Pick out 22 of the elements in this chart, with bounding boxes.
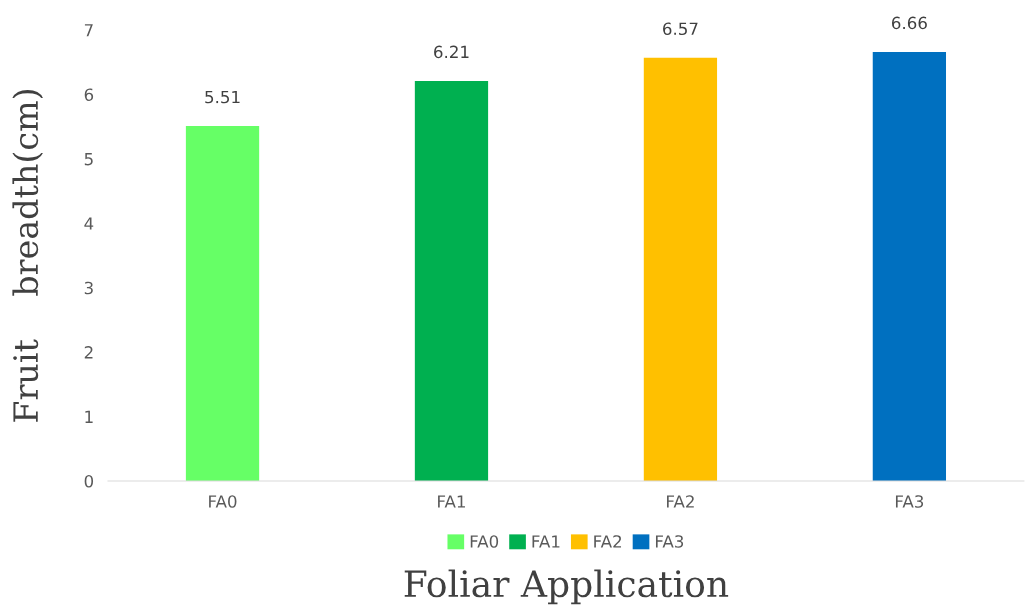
legend-label: FA1 xyxy=(532,535,560,548)
y-tick-label: 0 xyxy=(84,474,94,488)
data-label: 6.57 xyxy=(663,22,698,36)
x-axis-title: Foliar Application xyxy=(404,569,729,605)
x-tick-label: FA3 xyxy=(895,495,924,508)
data-label: 6.21 xyxy=(434,45,469,59)
legend-label: FA3 xyxy=(655,535,684,548)
y-tick-label: 2 xyxy=(84,346,93,359)
x-tick-label: FA2 xyxy=(667,495,694,508)
y-tick-label: 3 xyxy=(84,281,93,295)
x-tick-label: FA1 xyxy=(438,495,465,508)
legend-label: FA0 xyxy=(470,535,499,548)
x-tick-label: FA0 xyxy=(209,495,237,508)
y-axis-title: Fruit breadth(cm) xyxy=(12,89,43,422)
y-tick-label: 5 xyxy=(84,153,93,166)
y-tick-label: 1 xyxy=(85,410,93,423)
y-tick-label: 7 xyxy=(84,24,93,37)
y-tick-label: 6 xyxy=(84,88,94,101)
y-tick-label: 4 xyxy=(84,217,94,230)
data-label: 5.51 xyxy=(205,90,240,104)
data-label: 6.66 xyxy=(891,16,927,30)
legend-label: FA2 xyxy=(594,535,622,548)
